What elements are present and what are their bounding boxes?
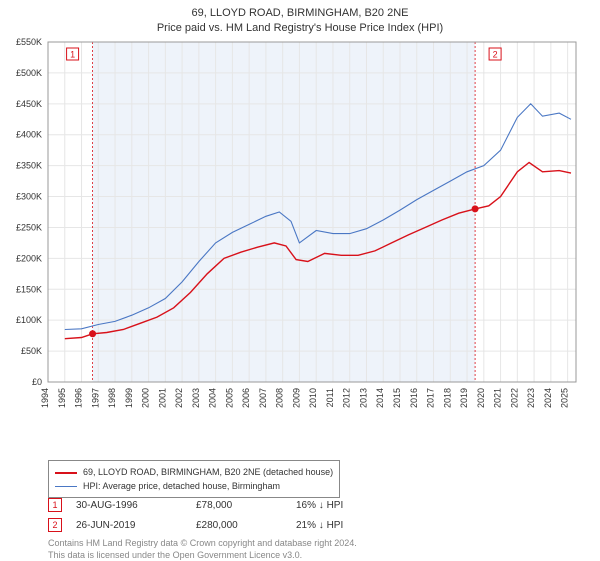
title-line-2: Price paid vs. HM Land Registry's House … bbox=[0, 21, 600, 36]
svg-text:2008: 2008 bbox=[275, 388, 285, 408]
svg-text:1999: 1999 bbox=[124, 388, 134, 408]
line-chart: £0 £50K £100K £150K £200K £250K £300K £350K £400… bbox=[0, 38, 600, 438]
svg-text:1994: 1994 bbox=[40, 388, 50, 408]
legend-item: HPI: Average price, detached house, Birm… bbox=[55, 479, 333, 493]
svg-text:£300K: £300K bbox=[16, 192, 42, 202]
sale-marker: 1 bbox=[48, 498, 62, 512]
footer-attribution: Contains HM Land Registry data © Crown c… bbox=[48, 537, 357, 561]
svg-text:2: 2 bbox=[493, 50, 498, 60]
svg-text:2017: 2017 bbox=[426, 388, 436, 408]
svg-text:£100K: £100K bbox=[16, 315, 42, 325]
svg-text:1997: 1997 bbox=[90, 388, 100, 408]
svg-text:2001: 2001 bbox=[157, 388, 167, 408]
svg-text:£250K: £250K bbox=[16, 222, 42, 232]
svg-text:£500K: £500K bbox=[16, 68, 42, 78]
legend-swatch bbox=[55, 486, 77, 487]
svg-text:£0: £0 bbox=[32, 377, 42, 387]
svg-text:2009: 2009 bbox=[291, 388, 301, 408]
chart-area: £0 £50K £100K £150K £200K £250K £300K £350K £400… bbox=[0, 38, 600, 560]
title-line-1: 69, LLOYD ROAD, BIRMINGHAM, B20 2NE bbox=[0, 6, 600, 21]
svg-text:2020: 2020 bbox=[476, 388, 486, 408]
svg-text:1996: 1996 bbox=[74, 388, 84, 408]
svg-text:2003: 2003 bbox=[191, 388, 201, 408]
svg-text:2013: 2013 bbox=[358, 388, 368, 408]
svg-text:£150K: £150K bbox=[16, 284, 42, 294]
svg-text:2024: 2024 bbox=[543, 388, 553, 408]
legend-item: 69, LLOYD ROAD, BIRMINGHAM, B20 2NE (det… bbox=[55, 465, 333, 479]
svg-text:2005: 2005 bbox=[224, 388, 234, 408]
sale-hpi: 21% ↓ HPI bbox=[296, 520, 343, 531]
svg-text:2002: 2002 bbox=[174, 388, 184, 408]
svg-text:2018: 2018 bbox=[442, 388, 452, 408]
sale-date: 26-JUN-2019 bbox=[76, 520, 196, 531]
svg-text:£550K: £550K bbox=[16, 38, 42, 47]
svg-text:£350K: £350K bbox=[16, 161, 42, 171]
svg-text:2010: 2010 bbox=[308, 388, 318, 408]
svg-text:2011: 2011 bbox=[325, 388, 335, 407]
svg-text:2023: 2023 bbox=[526, 388, 536, 408]
sale-date: 30-AUG-1996 bbox=[76, 500, 196, 511]
svg-text:2016: 2016 bbox=[409, 388, 419, 408]
sale-row: 2 26-JUN-2019£280,00021% ↓ HPI bbox=[48, 518, 343, 532]
svg-text:2007: 2007 bbox=[258, 388, 268, 408]
svg-text:2019: 2019 bbox=[459, 388, 469, 408]
footer-line-2: This data is licensed under the Open Gov… bbox=[48, 549, 357, 561]
svg-text:2000: 2000 bbox=[141, 388, 151, 408]
svg-text:1998: 1998 bbox=[107, 388, 117, 408]
legend-label: 69, LLOYD ROAD, BIRMINGHAM, B20 2NE (det… bbox=[83, 467, 333, 477]
svg-text:1995: 1995 bbox=[57, 388, 67, 408]
sale-row: 1 30-AUG-1996£78,00016% ↓ HPI bbox=[48, 498, 343, 512]
legend-swatch bbox=[55, 472, 77, 474]
legend-label: HPI: Average price, detached house, Birm… bbox=[83, 481, 280, 491]
sale-marker: 2 bbox=[48, 518, 62, 532]
svg-text:£200K: £200K bbox=[16, 253, 42, 263]
svg-text:2022: 2022 bbox=[509, 388, 519, 408]
svg-text:£50K: £50K bbox=[21, 346, 42, 356]
svg-text:2006: 2006 bbox=[241, 388, 251, 408]
sale-price: £280,000 bbox=[196, 520, 296, 531]
svg-text:£450K: £450K bbox=[16, 99, 42, 109]
svg-text:2015: 2015 bbox=[392, 388, 402, 408]
legend: 69, LLOYD ROAD, BIRMINGHAM, B20 2NE (det… bbox=[48, 460, 340, 498]
svg-text:£400K: £400K bbox=[16, 130, 42, 140]
svg-text:2021: 2021 bbox=[493, 388, 503, 408]
svg-text:2025: 2025 bbox=[560, 388, 570, 408]
footer-line-1: Contains HM Land Registry data © Crown c… bbox=[48, 537, 357, 549]
svg-text:2012: 2012 bbox=[342, 388, 352, 408]
svg-text:2004: 2004 bbox=[208, 388, 218, 408]
svg-text:2014: 2014 bbox=[375, 388, 385, 408]
sale-price: £78,000 bbox=[196, 500, 296, 511]
sale-hpi: 16% ↓ HPI bbox=[296, 500, 343, 511]
svg-text:1: 1 bbox=[70, 50, 75, 60]
